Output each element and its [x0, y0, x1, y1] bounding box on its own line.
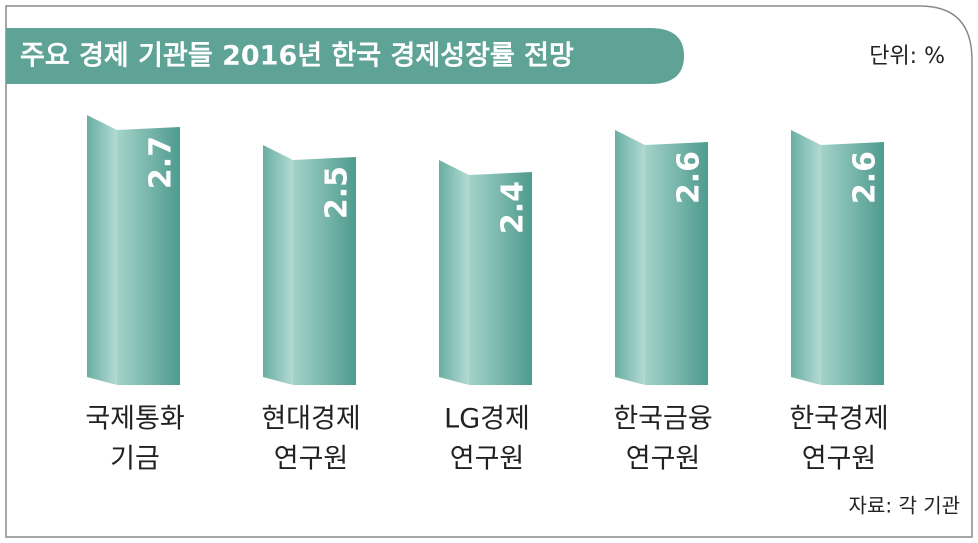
x-tick-label: 현대경제 — [261, 404, 360, 435]
bar — [293, 157, 356, 385]
unit-note: 단위: % — [869, 44, 945, 69]
value-label: 2.6 — [672, 151, 707, 204]
title-banner — [6, 28, 684, 84]
bar — [821, 142, 884, 385]
x-tick-label: 기금 — [110, 444, 160, 475]
bar-side — [439, 160, 469, 385]
value-label: 2.7 — [144, 136, 179, 189]
source-note: 자료: 각 기관 — [849, 494, 960, 518]
bar — [469, 172, 532, 385]
bar — [645, 142, 708, 385]
value-label: 2.5 — [320, 166, 355, 219]
bar-side — [87, 115, 117, 385]
x-tick-label: 연구원 — [274, 444, 349, 475]
x-tick-label: 한국금융 — [613, 404, 712, 435]
chart-title: 주요 경제 기관들 2016년 한국 경제성장률 전망 — [20, 41, 574, 72]
bar-side — [791, 130, 821, 385]
x-tick-label: 연구원 — [802, 444, 877, 475]
bar-side — [615, 130, 645, 385]
x-tick-label: 국제통화 — [85, 404, 184, 435]
bar — [117, 127, 180, 385]
x-tick-label: 한국경제 — [789, 404, 888, 435]
bar-side — [263, 145, 293, 385]
x-tick-label: 연구원 — [626, 444, 701, 475]
x-tick-label: LG경제 — [444, 404, 530, 435]
value-label: 2.4 — [496, 181, 531, 234]
x-tick-label: 연구원 — [450, 444, 525, 475]
value-label: 2.6 — [848, 151, 883, 204]
